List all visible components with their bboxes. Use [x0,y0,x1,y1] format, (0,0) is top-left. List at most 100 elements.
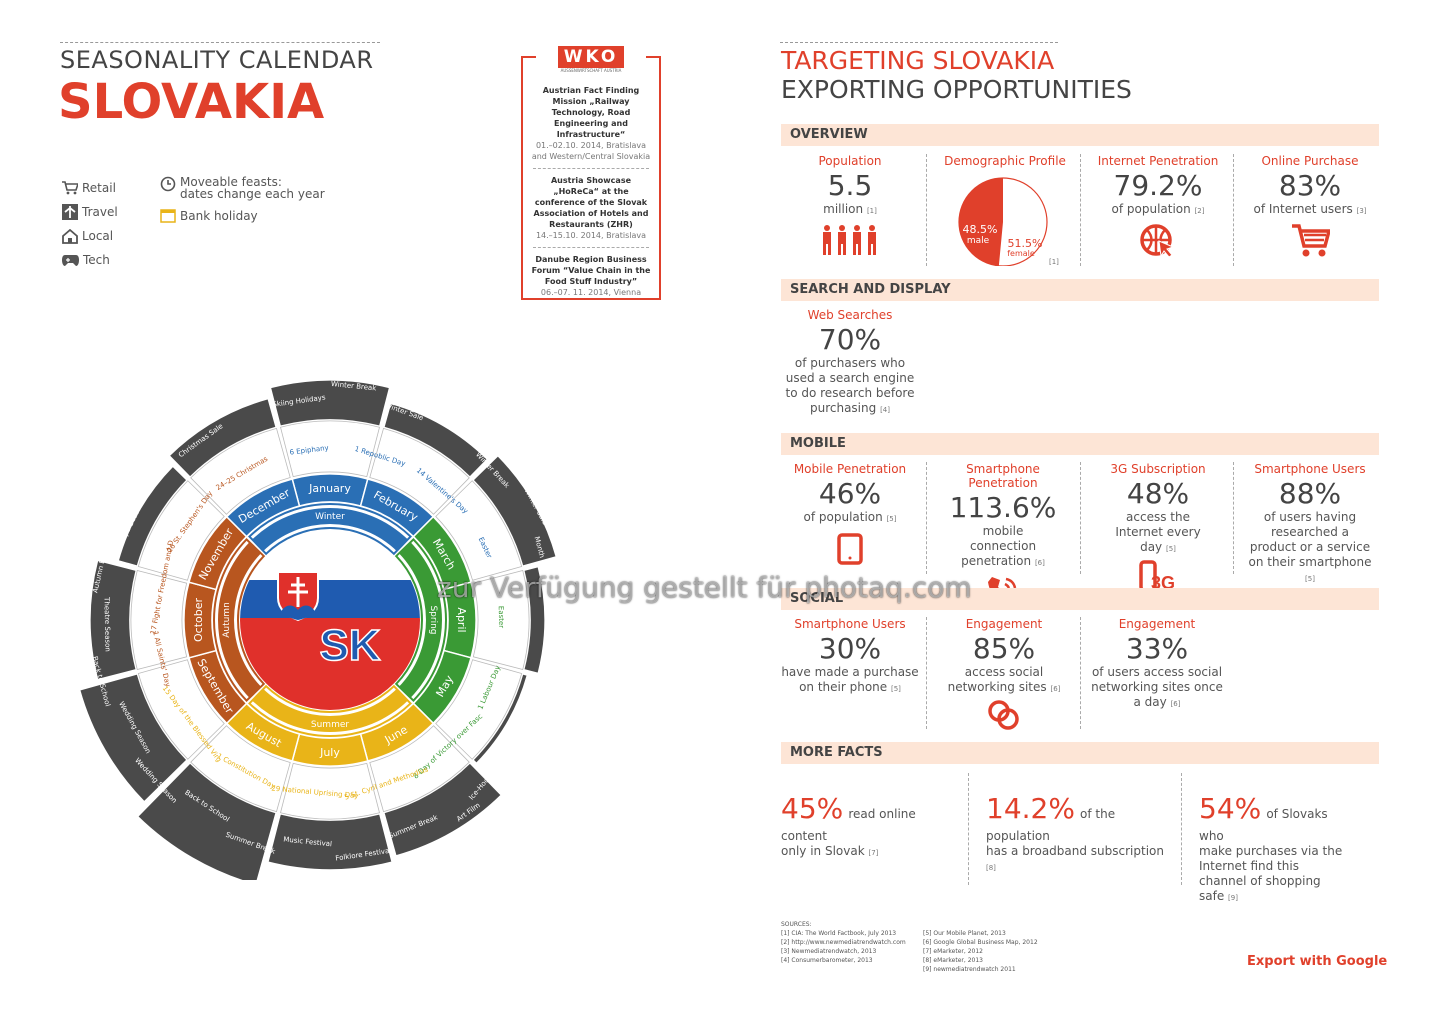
people-icon [823,225,876,255]
stat-value: 46% [818,477,882,510]
stat-label: Engagement [1118,617,1196,631]
outer-event-label: Theatre Season [102,596,111,652]
wko-event: Danube Region Business Forum “Value Chai… [531,255,651,297]
legend-item-travel: Travel [62,200,118,224]
season-fill [252,508,408,551]
outer-event-outline [472,455,557,567]
outer-event-outline [168,398,277,478]
stat-label: Population [818,154,882,168]
month-label: July [319,746,340,759]
source-item: [8] eMarketer, 2013 [923,957,983,964]
stat-value: 83% [1278,169,1342,202]
male-label: male [967,236,990,246]
right-title-rule [780,42,1058,43]
stat-sub: of population [5] [803,510,897,524]
divider [926,617,927,729]
stat-value: 88% [1278,477,1342,510]
sources-right: [5] Our Mobile Planet, 2013 [6] Google Gl… [923,929,1038,974]
stat-value: 70% [818,323,882,356]
legend-label: Retail [82,181,116,195]
export-with-google-link[interactable]: Export with Google [1247,954,1388,969]
divider [968,773,969,885]
legend-label: Tech [83,253,110,267]
cart-icon [1292,224,1332,257]
legend-item-bank-holiday: Bank holiday [160,208,325,223]
legend-label: Travel [82,205,118,219]
watermark: zur Verfügung gestellt für photaq.com [437,571,972,604]
stat-sub: of purchasers who used a search engine t… [785,356,915,415]
outer-event-outline [523,566,546,674]
social-network-icon [988,700,1019,730]
legend-label: Moveable feasts: [180,175,282,189]
female-pct: 51.5% [1008,237,1043,250]
female-label: female [1007,249,1035,258]
left-title-rule [60,42,380,43]
stat-value: 113.6% [949,491,1057,524]
fact-value: 45% [781,792,844,825]
holiday-segment [130,570,188,670]
divider [533,247,649,248]
right-title-dark: EXPORTING OPPORTUNITIES [781,75,1132,104]
stat-label: Smartphone Users [1254,462,1366,476]
source-item: [7] eMarketer, 2012 [923,948,983,955]
stat-sub: of users access social networking sites … [1091,665,1223,709]
fact-text-2: make purchases via the Internet find thi… [1199,844,1343,903]
legend-item-local: Local [62,224,118,248]
stat-value: 30% [818,632,882,665]
divider [1080,462,1081,574]
stat-value: 79.2% [1113,169,1203,202]
sources-left: [1] CIA: The World Factbook, July 2013 [2… [781,929,907,974]
divider [1080,154,1081,266]
stat-3g-subscription: 3G Subscription 48% access the Internet … [1088,462,1228,597]
holiday-segment [472,570,530,670]
outer-event-outline [269,379,391,427]
male-pct: 48.5% [963,223,998,236]
holiday-label: Easter [497,606,505,629]
stat-sub: of users having researched a product or … [1248,510,1372,583]
stat-engagement-85: Engagement 85% access social networking … [935,617,1073,735]
holiday-segment [369,725,470,813]
fact-item: 54% of Slovaks who make purchases via th… [1199,792,1343,903]
stat-sub: mobile connection penetration [6] [961,524,1045,568]
fact-value: 54% [1199,792,1262,825]
fact-text: of Slovaks who [1199,807,1328,843]
stat-internet: Internet Penetration 79.2% of population… [1088,154,1228,263]
legend-secondary: Moveable feasts: dates change each year … [160,176,325,223]
stat-label: Internet Penetration [1097,154,1219,168]
stat-population: Population 5.5 million [1] [785,154,915,261]
fact-value: 14.2% [986,792,1075,825]
plane-icon [62,204,78,220]
globe-cursor-icon [1140,224,1175,258]
fact-text-2: only in Slovak [781,844,865,858]
season-label: Summer [311,720,349,730]
month-label: January [308,482,351,495]
stat-label: Smartphone Users [794,617,906,631]
legend-item-retail: Retail [62,176,118,200]
stat-smartphone-users: Smartphone Users 88% of users having res… [1240,462,1380,587]
outer-event-outline [137,762,277,880]
holiday-segment [435,480,523,581]
country-code: SK [319,621,380,670]
fact-text-2: has a broadband subscription [986,844,1164,858]
sources: SOURCES: [1] CIA: The World Factbook, Ju… [781,920,1061,974]
cart-icon [62,181,78,195]
wko-logo-subtitle: AUSSENWIRTSCHAFT AUSTRIA [560,68,622,73]
outer-event-outline [267,813,393,871]
stat-mobile-penetration: Mobile Penetration 46% of population [5] [785,462,915,569]
wko-logo: WKO [536,46,646,68]
outer-event-label: Carnival [561,601,570,630]
stat-sub: million [1] [823,202,877,216]
stat-label: Demographic Profile [944,154,1066,168]
source-item: [6] Google Global Business Map, 2012 [923,939,1038,946]
stat-online-purchase: Online Purchase 83% of Internet users [3… [1240,154,1380,263]
holiday-segment [280,762,380,820]
gamepad-icon [62,255,79,266]
divider [926,462,927,574]
outer-event-outline [383,402,488,478]
outer-event-outline [383,762,502,857]
divider [1080,617,1081,729]
stat-label: 3G Subscription [1110,462,1206,476]
stat-engagement-33: Engagement 33% of users access social ne… [1086,617,1228,712]
stat-social-smartphone: Smartphone Users 30% have made a purchas… [781,617,919,697]
section-overview-header: OVERVIEW [781,124,1379,146]
